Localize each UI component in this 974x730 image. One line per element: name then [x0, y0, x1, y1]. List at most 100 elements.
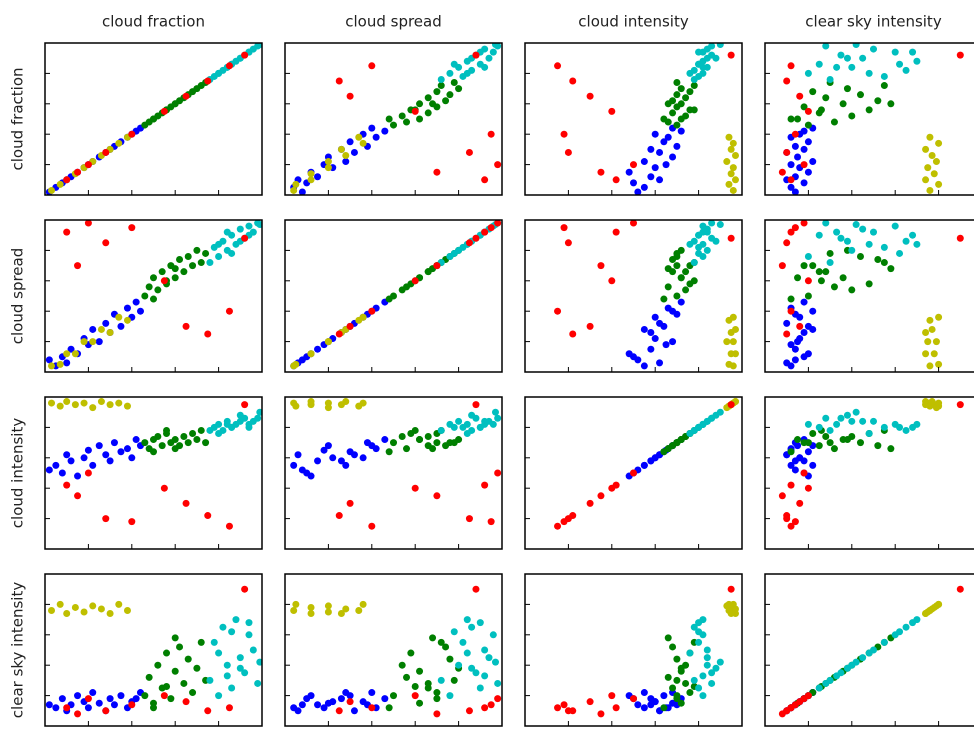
point — [826, 426, 834, 434]
point — [708, 220, 716, 227]
point — [385, 704, 393, 712]
point — [74, 710, 82, 718]
point — [612, 176, 620, 184]
point — [63, 610, 71, 618]
point — [690, 676, 698, 684]
point — [141, 439, 149, 447]
point — [843, 436, 851, 444]
point — [926, 133, 934, 141]
point — [416, 100, 424, 108]
point — [822, 679, 830, 687]
point — [935, 399, 943, 407]
point — [686, 429, 694, 437]
point — [48, 606, 56, 614]
point — [922, 176, 930, 184]
point — [791, 224, 799, 232]
point — [896, 423, 904, 431]
point — [202, 439, 210, 447]
point — [163, 649, 171, 657]
point — [294, 451, 302, 459]
point — [924, 164, 932, 172]
panel-frame — [44, 573, 263, 727]
point — [424, 679, 432, 687]
point — [215, 240, 223, 248]
point — [809, 88, 817, 96]
point — [74, 472, 82, 480]
points — [778, 43, 964, 195]
point — [84, 704, 92, 712]
points — [554, 43, 739, 195]
point — [359, 454, 367, 462]
point — [176, 643, 184, 651]
point — [787, 176, 795, 184]
point — [74, 492, 82, 500]
point — [677, 664, 685, 672]
point — [472, 669, 480, 677]
point — [476, 684, 484, 692]
panel — [284, 396, 503, 550]
point — [67, 345, 75, 353]
point — [359, 600, 367, 608]
point — [314, 345, 322, 353]
point — [859, 417, 867, 425]
point — [189, 689, 197, 697]
point — [956, 585, 964, 593]
point — [896, 628, 904, 636]
point — [150, 448, 157, 456]
point — [171, 265, 179, 273]
point — [651, 313, 659, 321]
point — [335, 330, 343, 338]
point — [839, 274, 847, 282]
point — [154, 433, 162, 441]
point — [145, 283, 153, 291]
point — [158, 442, 166, 450]
point — [804, 322, 812, 330]
point — [52, 704, 60, 712]
point — [852, 43, 860, 49]
point — [569, 512, 577, 520]
point — [677, 127, 685, 135]
point — [411, 484, 419, 492]
point — [909, 48, 917, 56]
point — [686, 689, 694, 697]
point — [292, 360, 300, 368]
point — [859, 654, 867, 662]
point — [204, 77, 212, 85]
point — [787, 307, 795, 315]
point — [204, 512, 212, 520]
point — [794, 436, 802, 444]
point — [826, 75, 834, 83]
point — [241, 234, 249, 242]
point — [115, 313, 123, 321]
point — [481, 420, 489, 428]
point — [429, 634, 437, 642]
point — [150, 704, 157, 712]
point — [677, 85, 685, 93]
point — [219, 623, 227, 631]
point — [110, 439, 118, 447]
point — [935, 139, 943, 147]
point — [472, 585, 480, 593]
point — [71, 603, 79, 611]
point — [729, 338, 737, 346]
point — [926, 316, 934, 324]
point — [56, 402, 64, 410]
point — [926, 606, 934, 614]
panel-frame — [524, 42, 743, 196]
point — [686, 240, 694, 248]
points — [778, 220, 964, 370]
point — [926, 402, 934, 410]
point — [398, 661, 406, 669]
point — [385, 295, 393, 303]
point — [597, 262, 605, 270]
point — [416, 667, 424, 675]
points — [554, 220, 739, 370]
point — [346, 92, 354, 100]
point — [368, 307, 376, 315]
point — [337, 457, 345, 465]
point — [455, 661, 463, 669]
point — [837, 51, 845, 59]
point — [880, 638, 888, 646]
point — [787, 161, 795, 169]
